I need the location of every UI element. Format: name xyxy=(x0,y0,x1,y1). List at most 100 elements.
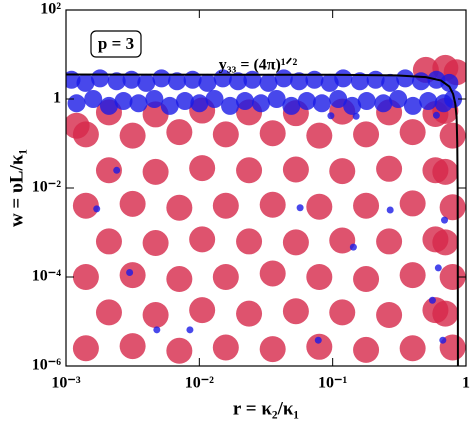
point xyxy=(352,112,360,120)
point xyxy=(166,194,193,221)
point xyxy=(353,336,380,363)
plot-area xyxy=(66,10,466,366)
point xyxy=(95,157,122,184)
point xyxy=(296,204,304,212)
point xyxy=(439,264,466,290)
point xyxy=(72,264,99,290)
point xyxy=(306,333,333,360)
point xyxy=(403,96,422,115)
point xyxy=(142,230,169,257)
curve xyxy=(66,73,459,366)
point xyxy=(229,72,248,91)
point xyxy=(236,157,263,184)
y-tick-label: 1 xyxy=(53,90,61,107)
point xyxy=(320,73,339,92)
point xyxy=(259,120,286,147)
point xyxy=(376,228,403,255)
point xyxy=(236,300,263,327)
point xyxy=(93,205,101,213)
point xyxy=(236,228,263,255)
y-tick-label: 10² xyxy=(40,1,61,18)
point xyxy=(107,72,126,91)
point xyxy=(166,266,193,293)
point xyxy=(212,264,239,290)
point xyxy=(91,69,110,88)
annotation: y₃₃ = (4π)¹ᐟ² xyxy=(219,57,298,74)
point xyxy=(76,73,95,92)
point xyxy=(349,243,357,251)
point xyxy=(312,94,331,113)
point xyxy=(376,155,403,182)
y-tick-label: 10⁻⁴ xyxy=(32,268,61,285)
point xyxy=(114,92,133,111)
point xyxy=(160,96,179,115)
point xyxy=(189,297,216,324)
point xyxy=(439,122,466,149)
point xyxy=(137,73,156,92)
marks xyxy=(66,54,466,366)
point xyxy=(119,262,146,289)
y-tick-label: 10⁻⁶ xyxy=(32,357,61,374)
point xyxy=(399,190,426,217)
point xyxy=(290,72,309,91)
point xyxy=(314,336,322,344)
point xyxy=(113,166,121,174)
point xyxy=(189,226,216,253)
point xyxy=(212,334,239,361)
point xyxy=(343,96,362,115)
point xyxy=(212,192,239,219)
annotation: p = 3 xyxy=(98,34,134,53)
point xyxy=(66,112,90,139)
point xyxy=(129,94,148,113)
point xyxy=(99,96,118,115)
point xyxy=(259,260,286,287)
point xyxy=(168,72,187,91)
point xyxy=(259,336,286,363)
point xyxy=(399,262,426,289)
point xyxy=(386,206,394,214)
point xyxy=(306,264,333,290)
point xyxy=(198,73,217,92)
point xyxy=(142,301,169,328)
point xyxy=(428,296,436,304)
point xyxy=(166,337,193,364)
x-tick-label: 10⁻² xyxy=(185,375,214,392)
x-tick-label: 10⁻³ xyxy=(51,375,80,392)
point xyxy=(439,194,466,221)
point xyxy=(327,112,335,120)
point xyxy=(399,335,426,362)
point xyxy=(251,94,270,113)
point xyxy=(334,69,353,88)
point xyxy=(329,158,356,185)
point xyxy=(350,72,369,91)
point xyxy=(122,70,141,89)
point xyxy=(259,191,286,218)
point xyxy=(282,156,309,183)
y-tick-label: 10⁻² xyxy=(32,179,61,196)
point xyxy=(329,299,356,326)
point xyxy=(419,92,438,111)
point xyxy=(305,70,324,89)
point xyxy=(439,336,447,344)
point xyxy=(205,90,224,108)
point xyxy=(267,90,286,108)
point xyxy=(235,92,254,111)
point xyxy=(441,216,449,224)
point xyxy=(306,122,333,149)
point xyxy=(175,92,194,111)
point xyxy=(67,94,86,113)
point xyxy=(119,122,146,149)
point xyxy=(444,90,463,108)
point xyxy=(84,90,103,108)
point xyxy=(381,73,400,92)
point xyxy=(95,228,122,255)
x-axis-label: r = κ₂/κ₁ xyxy=(233,398,299,419)
point xyxy=(353,266,380,293)
point xyxy=(306,193,333,220)
point xyxy=(142,158,169,185)
y-axis-label: w = υL/κ₁ xyxy=(6,149,27,227)
point xyxy=(376,301,403,328)
point xyxy=(126,269,134,277)
point xyxy=(119,333,146,360)
